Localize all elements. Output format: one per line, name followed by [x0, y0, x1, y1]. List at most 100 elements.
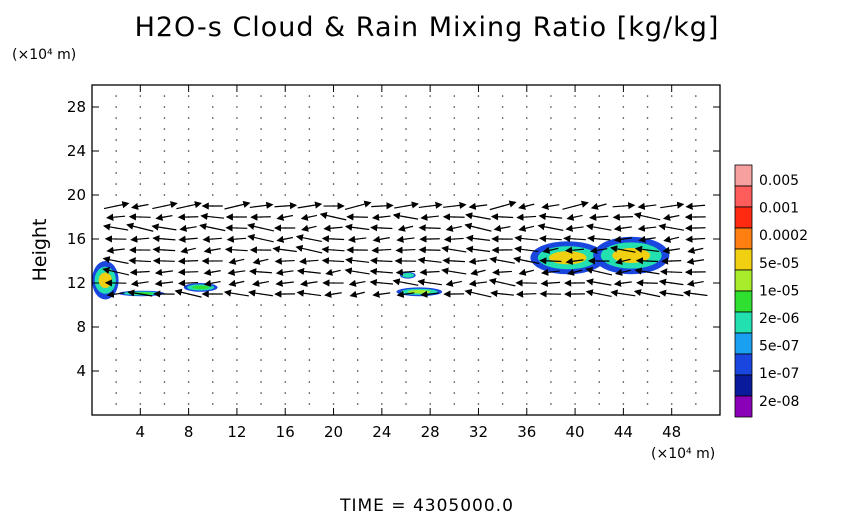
grid-dot — [308, 304, 311, 306]
grid-dot — [622, 139, 625, 141]
colorbar-label: 2e-08 — [759, 394, 799, 410]
grid-dot — [260, 95, 262, 97]
grid-dot — [260, 183, 262, 185]
grid-dot — [139, 106, 142, 108]
grid-dot — [501, 183, 504, 185]
grid-dot — [163, 194, 166, 196]
grid-dot — [405, 161, 407, 163]
wind-arrow — [660, 201, 685, 209]
colorbar-label: 0.005 — [759, 173, 799, 189]
grid-dot — [405, 392, 407, 394]
grid-dot — [695, 337, 697, 339]
grid-dot — [695, 326, 697, 328]
grid-dot — [550, 403, 552, 405]
grid-dot — [525, 348, 528, 350]
grid-dot — [525, 95, 528, 97]
grid-dot — [332, 117, 335, 119]
grid-dot — [405, 304, 407, 306]
wind-arrow — [176, 201, 203, 210]
wind-arrow — [489, 200, 517, 211]
grid-dot — [453, 106, 456, 108]
wind-arrow — [418, 246, 441, 254]
wind-arrow — [226, 235, 247, 243]
grid-dot — [308, 359, 311, 361]
wind-arrow — [154, 279, 174, 287]
grid-dot — [429, 381, 431, 383]
grid-dot — [525, 304, 528, 306]
wind-arrow — [272, 245, 297, 253]
wind-arrow — [445, 224, 462, 232]
grid-dot — [550, 381, 552, 383]
wind-arrow — [565, 257, 584, 265]
cloud-field — [92, 236, 670, 300]
wind-arrow — [252, 279, 270, 287]
wind-arrow — [442, 257, 466, 265]
grid-dot — [115, 337, 117, 339]
grid-dot — [115, 194, 117, 196]
grid-dot — [211, 337, 214, 339]
grid-dot — [139, 194, 142, 196]
wind-arrow — [392, 278, 419, 286]
grid-dot — [598, 304, 601, 306]
wind-arrow — [127, 289, 153, 297]
wind-arrow — [662, 246, 680, 254]
grid-dot — [236, 95, 238, 97]
grid-dot — [405, 172, 407, 174]
grid-dot — [260, 172, 262, 174]
grid-dot — [308, 403, 311, 405]
grid-dot — [622, 315, 625, 317]
grid-dot — [284, 348, 287, 350]
grid-dot — [598, 128, 601, 130]
wind-arrow — [612, 213, 633, 221]
grid-dot — [695, 370, 697, 372]
grid-dot — [236, 139, 238, 141]
wind-arrow — [249, 201, 274, 209]
wind-arrow — [490, 213, 514, 221]
grid-dot — [187, 381, 190, 383]
grid-dot — [477, 172, 480, 174]
grid-dot — [139, 150, 142, 152]
grid-dot — [332, 161, 335, 163]
grid-dot — [598, 161, 601, 163]
wind-arrow — [296, 289, 322, 297]
grid-dot — [163, 304, 166, 306]
x-tick-label: 12 — [227, 423, 246, 441]
grid-dot — [670, 326, 673, 328]
wind-arrow — [419, 268, 440, 276]
wind-arrow — [658, 223, 684, 231]
wind-arrow — [562, 200, 589, 210]
wind-arrow — [247, 233, 274, 243]
grid-dot — [525, 106, 528, 108]
grid-dot — [453, 128, 456, 130]
colorbar-label: 0.001 — [759, 201, 799, 217]
grid-dot — [622, 150, 625, 152]
colorbar-swatch — [734, 227, 753, 250]
grid-dot — [525, 161, 528, 163]
grid-dot — [429, 172, 431, 174]
wind-arrow — [612, 202, 636, 210]
grid-dot — [550, 392, 552, 394]
wind-arrow — [274, 257, 295, 265]
wind-arrow — [662, 213, 680, 221]
wind-arrow — [445, 279, 462, 287]
grid-dot — [429, 139, 431, 141]
grid-dot — [670, 304, 673, 306]
grid-dot — [187, 150, 190, 152]
grid-dot — [163, 150, 166, 152]
grid-dot — [405, 337, 407, 339]
grid-dot — [477, 315, 480, 317]
y-tick-label: 16 — [67, 230, 86, 248]
grid-dot — [260, 326, 262, 328]
grid-dot — [477, 326, 480, 328]
grid-dot — [211, 370, 214, 372]
wind-arrow — [177, 279, 199, 287]
y-tick-label: 24 — [67, 142, 86, 160]
y-tick-label: 8 — [76, 318, 86, 336]
grid-dot — [211, 304, 214, 306]
grid-dot — [622, 348, 625, 350]
grid-dot — [381, 348, 383, 350]
grid-dot — [525, 315, 528, 317]
grid-dot — [622, 304, 625, 306]
wind-arrow — [319, 211, 347, 221]
grid-dot — [453, 194, 456, 196]
